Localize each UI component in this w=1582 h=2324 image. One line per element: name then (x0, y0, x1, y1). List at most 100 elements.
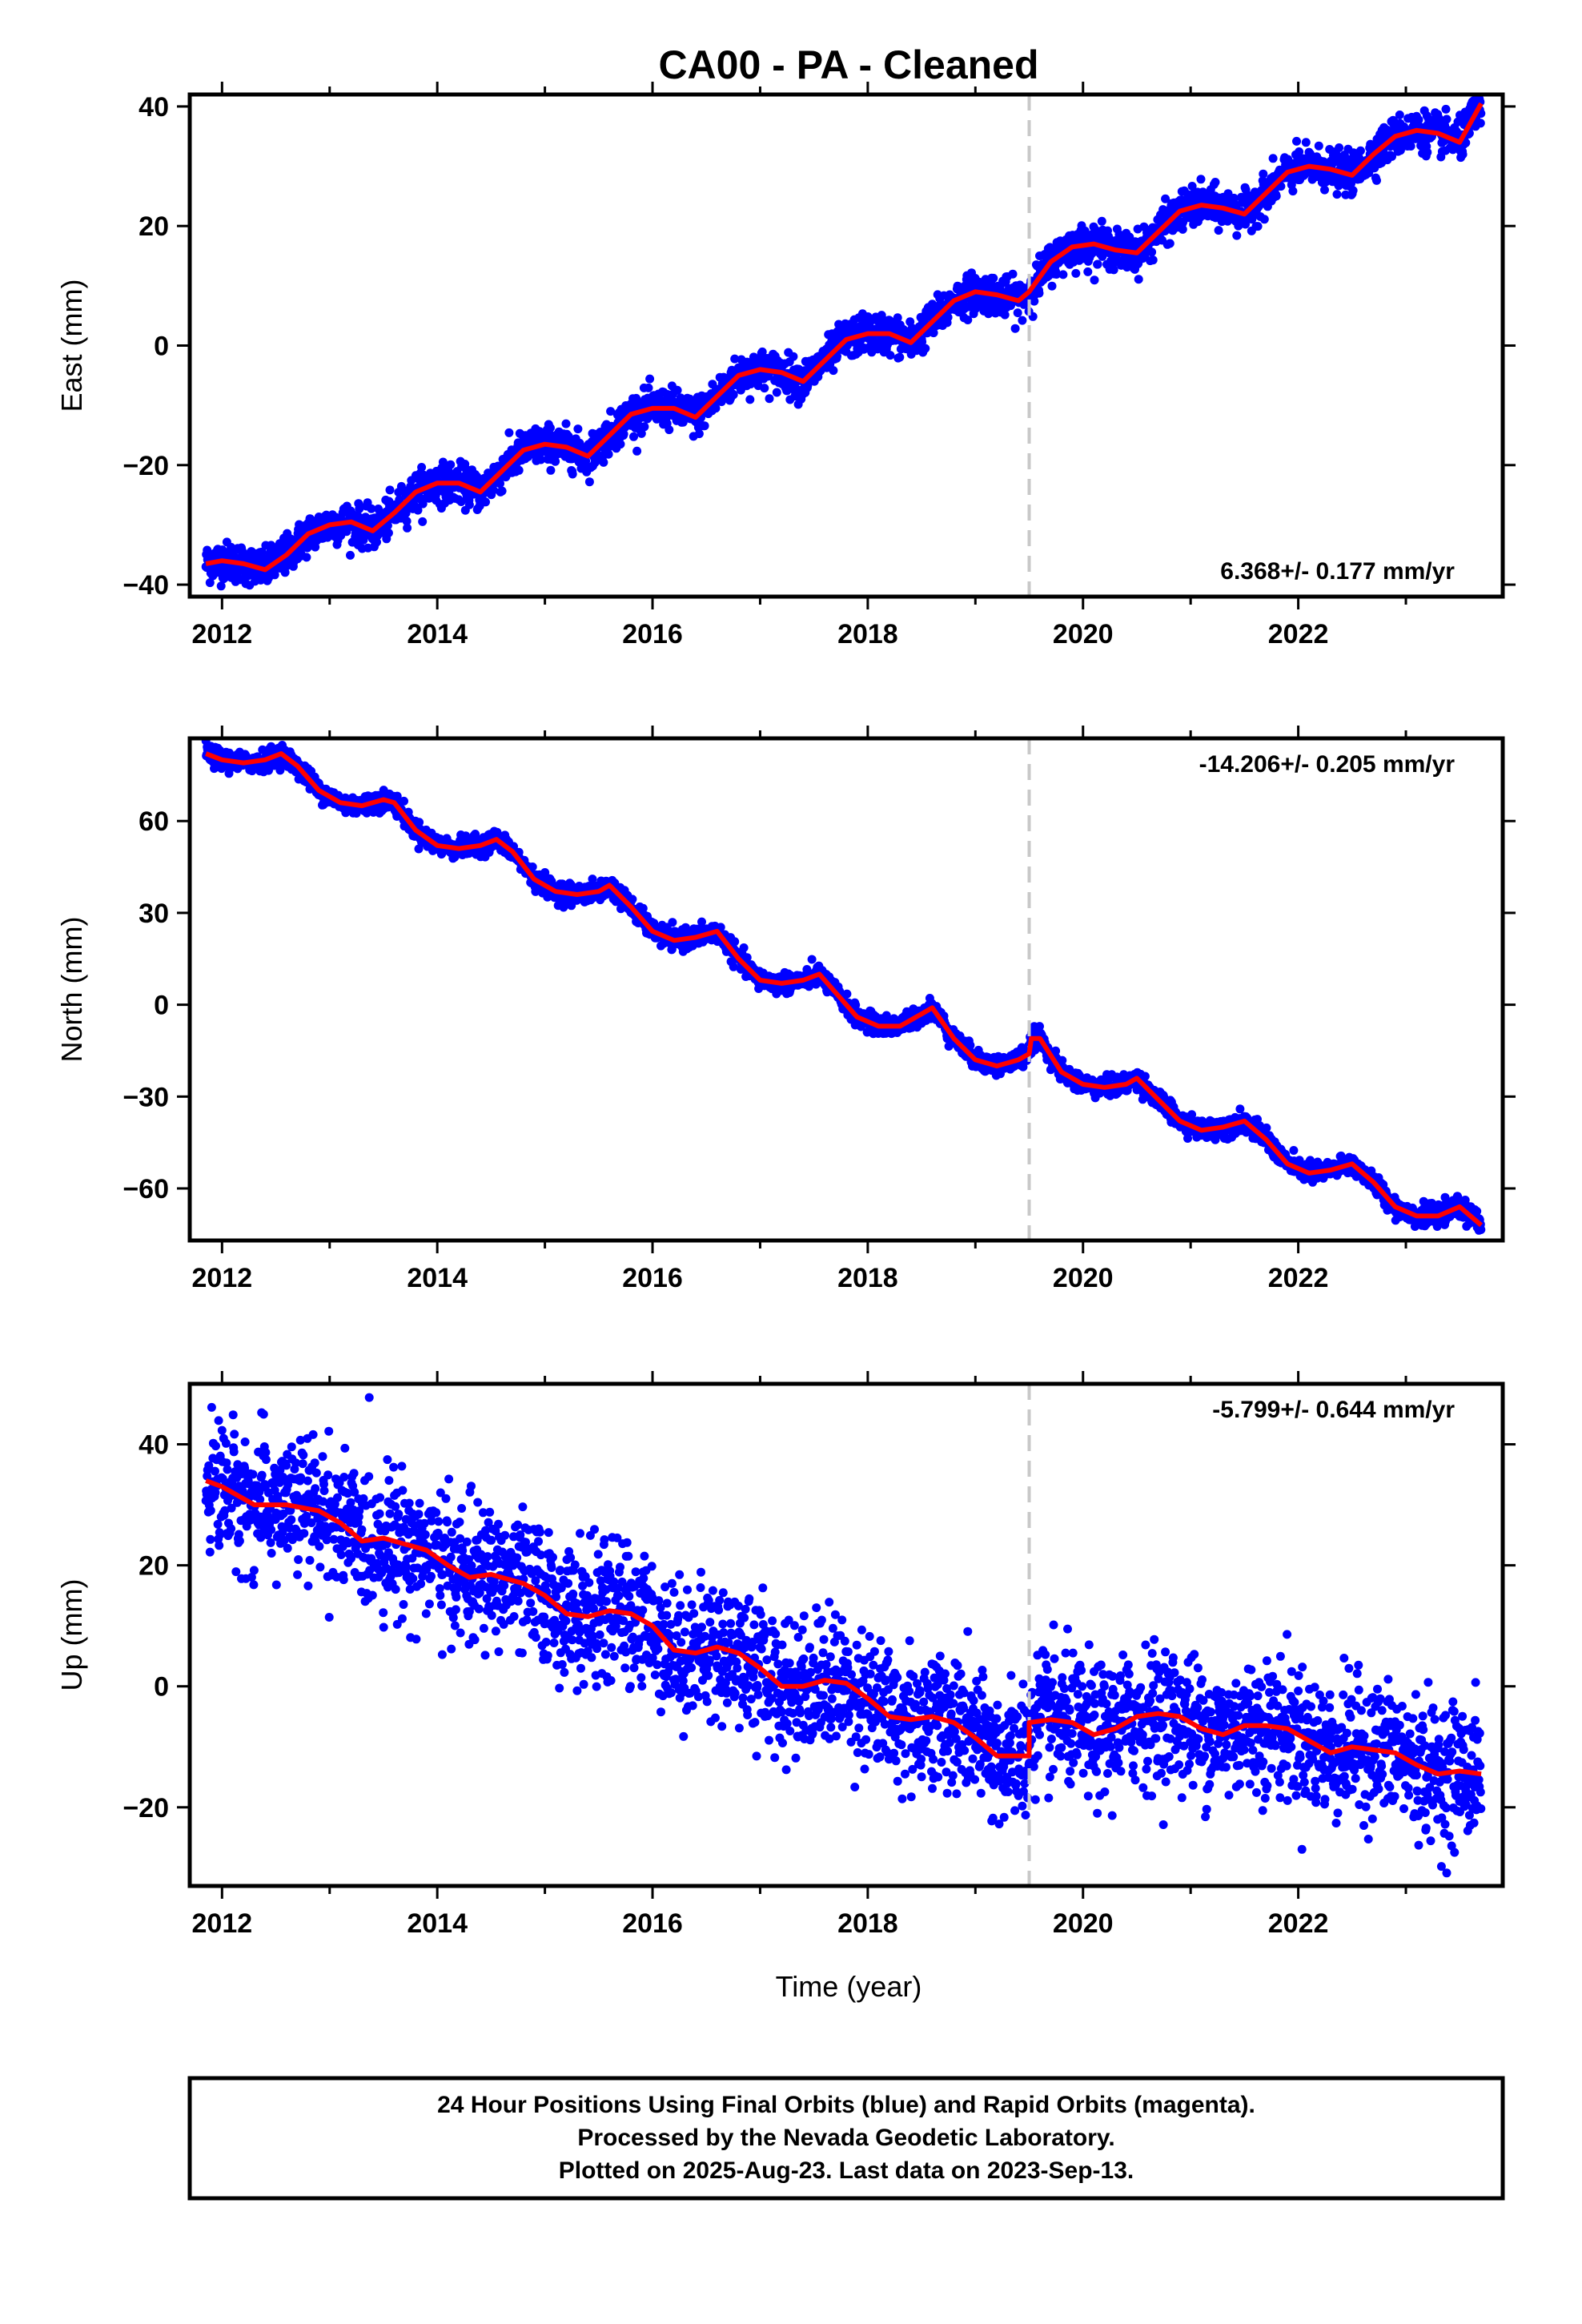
east-plot-area (201, 94, 1486, 597)
east-obs-point (1148, 255, 1158, 265)
east-obs-point (383, 521, 392, 530)
east-obs-point (1058, 270, 1068, 279)
east-obs-point (216, 581, 226, 591)
east-obs-point (1292, 136, 1301, 146)
east-y-tick-label: 0 (154, 332, 169, 362)
east-obs-point (765, 394, 774, 404)
east-obs-point (573, 424, 583, 434)
east-obs-point (1414, 115, 1423, 125)
east-obs-point (1214, 226, 1223, 235)
east-obs-point (1000, 310, 1010, 320)
east-obs-point (464, 500, 474, 509)
east-obs-point (446, 460, 456, 469)
east-obs-point (673, 385, 682, 395)
east-x-tick-label: 2014 (407, 619, 468, 649)
figure-title: CA00 - PA - Cleaned (658, 42, 1038, 87)
east-obs-point (636, 428, 646, 438)
east-obs-point (1314, 141, 1323, 151)
east-obs-point (584, 477, 594, 487)
east-obs-point (963, 316, 973, 324)
east-obs-point (417, 463, 427, 472)
east-obs-point (711, 404, 721, 413)
east-obs-point (1406, 142, 1415, 151)
east-obs-point (1013, 308, 1022, 318)
north-panel: 2012 2014 2016 2018 2020 2022−60−3003060North… (55, 726, 1516, 1293)
east-obs-point (700, 421, 709, 431)
east-obs-point (757, 347, 767, 356)
east-obs-point (1387, 151, 1396, 161)
east-obs-point (1332, 190, 1342, 199)
east-obs-point (1211, 178, 1220, 187)
east-obs-point (359, 535, 368, 545)
east-obs-point (205, 578, 215, 588)
east-obs-point (1071, 268, 1081, 278)
east-obs-point (568, 469, 577, 479)
east-y-tick-label: −40 (122, 570, 169, 601)
north-obs-point (224, 769, 234, 778)
east-obs-point (1187, 182, 1197, 191)
east-obs-point (789, 352, 798, 361)
east-obs-point (1097, 216, 1106, 226)
east-obs-point (561, 419, 571, 428)
north-obs-point (807, 955, 817, 964)
east-obs-point (1355, 146, 1365, 155)
east-obs-point (1461, 138, 1471, 147)
east-obs-point (1109, 265, 1118, 275)
east-obs-point (413, 505, 423, 515)
east-obs-point (504, 428, 514, 437)
east-obs-point (355, 504, 364, 513)
east-obs-point (1083, 267, 1093, 276)
east-obs-point (1034, 288, 1044, 298)
north-obs-point (628, 895, 637, 904)
east-obs-point (665, 425, 674, 435)
east-obs-point (730, 354, 740, 364)
east-obs-point (1052, 270, 1062, 279)
east-obs-point (929, 328, 938, 338)
east-obs-point (227, 542, 236, 552)
east-obs-point (989, 273, 998, 283)
east-obs-point (545, 423, 555, 432)
east-x-tick-label: 2018 (837, 619, 898, 649)
east-obs-point (632, 446, 642, 456)
east-obs-point (346, 550, 355, 560)
east-obs-point (302, 553, 311, 562)
east-obs-point (1268, 154, 1278, 163)
east-obs-point (629, 432, 638, 441)
north-obs-point (668, 918, 677, 927)
east-obs-point (385, 485, 395, 495)
east-obs-point (1147, 247, 1157, 257)
east-obs-point (640, 422, 649, 432)
east-obs-point (1458, 150, 1468, 159)
east-obs-point (1161, 194, 1170, 203)
east-model-curve (205, 102, 1484, 573)
east-obs-point (1178, 224, 1187, 234)
east-obs-point (1320, 185, 1329, 195)
east-obs-point (1165, 239, 1174, 248)
east-y-tick-label: −20 (122, 451, 169, 481)
east-obs-point (1030, 296, 1039, 306)
east-obs-point (1232, 231, 1242, 240)
east-obs-point (760, 384, 769, 393)
east-obs-point (1372, 175, 1381, 185)
east-obs-point (1018, 316, 1027, 325)
east-obs-point (1301, 138, 1311, 147)
east-x-tick-label: 2022 (1268, 619, 1329, 649)
east-obs-point (1196, 175, 1206, 184)
east-y-axis-label: East (mm) (55, 279, 88, 412)
east-obs-point (1423, 147, 1432, 157)
east-obs-point (1476, 119, 1485, 128)
east-obs-point (921, 344, 930, 353)
east-obs-point (1253, 222, 1263, 231)
east-x-tick-label: 2016 (622, 619, 683, 649)
north-obs-point (528, 862, 537, 871)
east-obs-point (616, 440, 625, 449)
east-obs-point (1259, 169, 1268, 179)
east-obs-point (1093, 259, 1102, 269)
east-obs-point (1288, 187, 1298, 196)
east-obs-point (383, 529, 393, 537)
east-obs-point (1259, 215, 1269, 224)
north-obs-point (247, 766, 257, 776)
east-obs-point (1335, 143, 1344, 152)
east-obs-point (694, 429, 704, 439)
